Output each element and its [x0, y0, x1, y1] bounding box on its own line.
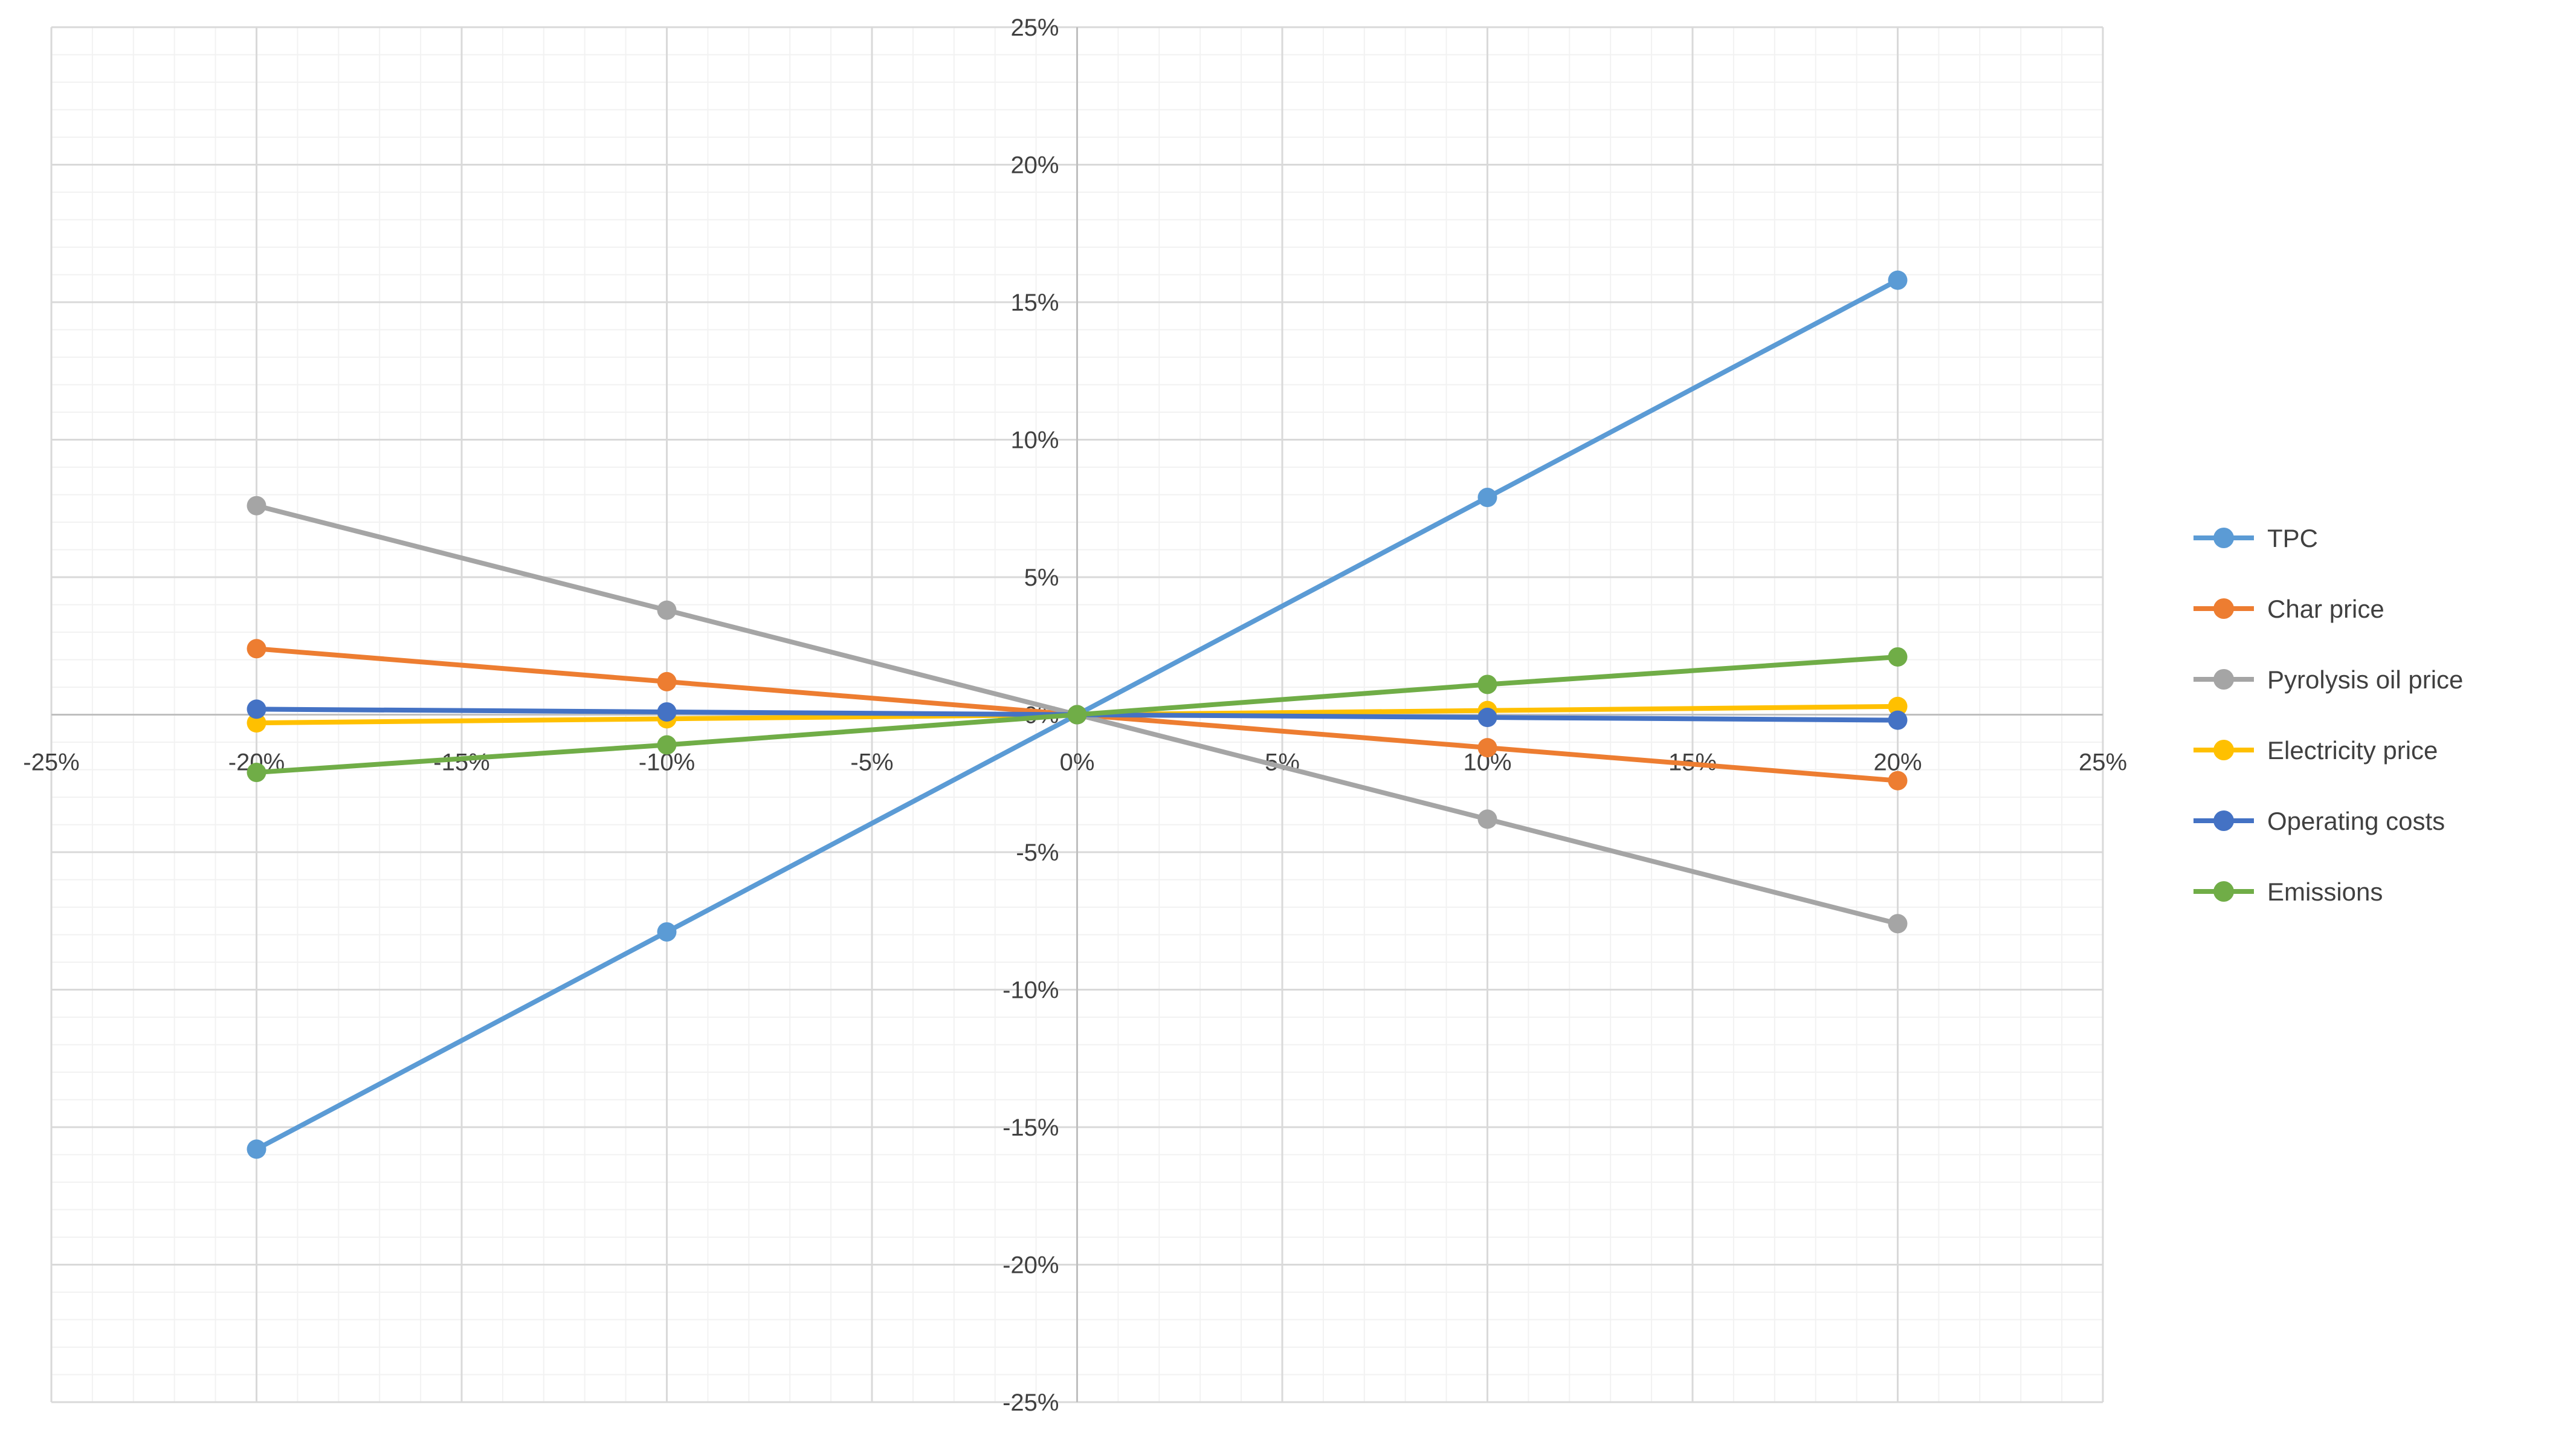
legend-label: Electricity price [2267, 736, 2438, 765]
y-tick-label: 15% [1010, 289, 1059, 316]
data-point-pyrolysis-oil-price [657, 600, 677, 620]
legend-label: TPC [2267, 524, 2318, 552]
data-point-pyrolysis-oil-price [247, 496, 266, 516]
legend-item-char-price: Char price [2193, 595, 2384, 623]
x-tick-label: 0% [1060, 749, 1095, 776]
y-tick-label: -5% [1016, 839, 1059, 866]
y-tick-label: -25% [1002, 1389, 1059, 1416]
data-point-electricity-price [1888, 696, 1908, 716]
legend-label: Operating costs [2267, 807, 2445, 835]
legend-marker-circle [2213, 528, 2234, 548]
x-tick-label: 25% [2079, 749, 2127, 776]
y-tick-label: 10% [1010, 427, 1059, 454]
legend-marker-circle [2213, 598, 2234, 619]
x-tick-label: -5% [850, 749, 893, 776]
data-point-emissions [657, 735, 677, 755]
legend-label: Char price [2267, 595, 2384, 623]
data-point-emissions [247, 763, 266, 783]
y-tick-label: 25% [1010, 15, 1059, 41]
y-tick-label: 20% [1010, 152, 1059, 179]
data-point-operating-costs [1888, 710, 1908, 730]
data-point-char-price [247, 639, 266, 659]
data-point-tpc [247, 1139, 266, 1159]
y-tick-label: -15% [1002, 1114, 1059, 1141]
data-point-tpc [1888, 270, 1908, 290]
data-point-emissions [1888, 647, 1908, 667]
chart-legend: TPC Char price Pyrolysis oil price Electric… [2193, 524, 2463, 906]
data-point-electricity-price [247, 713, 266, 733]
data-point-operating-costs [1477, 708, 1497, 728]
x-tick-label: -15% [433, 749, 489, 776]
data-point-char-price [657, 671, 677, 691]
legend-item-electricity-price: Electricity price [2193, 736, 2438, 765]
data-point-operating-costs [657, 702, 677, 722]
legend-marker-circle [2213, 881, 2234, 902]
data-point-pyrolysis-oil-price [1888, 914, 1908, 934]
legend-label: Emissions [2267, 878, 2383, 906]
data-point-char-price [1477, 738, 1497, 758]
legend-item-emissions: Emissions [2193, 878, 2383, 906]
legend-item-pyrolysis-oil-price: Pyrolysis oil price [2193, 665, 2463, 694]
data-point-tpc [657, 922, 677, 942]
legend-label: Pyrolysis oil price [2267, 665, 2463, 694]
y-tick-label: -20% [1002, 1252, 1059, 1279]
y-tick-label: -10% [1002, 977, 1059, 1004]
legend-marker-circle [2213, 740, 2234, 760]
legend-item-operating-costs: Operating costs [2193, 807, 2445, 835]
data-point-char-price [1888, 771, 1908, 791]
legend-marker-circle [2213, 810, 2234, 831]
data-point-emissions [1477, 674, 1497, 694]
data-point-tpc [1477, 488, 1497, 508]
data-point-operating-costs [247, 699, 266, 719]
x-tick-label: -25% [23, 749, 79, 776]
legend-item-tpc: TPC [2193, 524, 2318, 552]
data-point-emissions [1067, 705, 1087, 725]
data-point-pyrolysis-oil-price [1477, 809, 1497, 829]
y-tick-label: 5% [1024, 564, 1059, 591]
legend-marker-circle [2213, 669, 2234, 690]
